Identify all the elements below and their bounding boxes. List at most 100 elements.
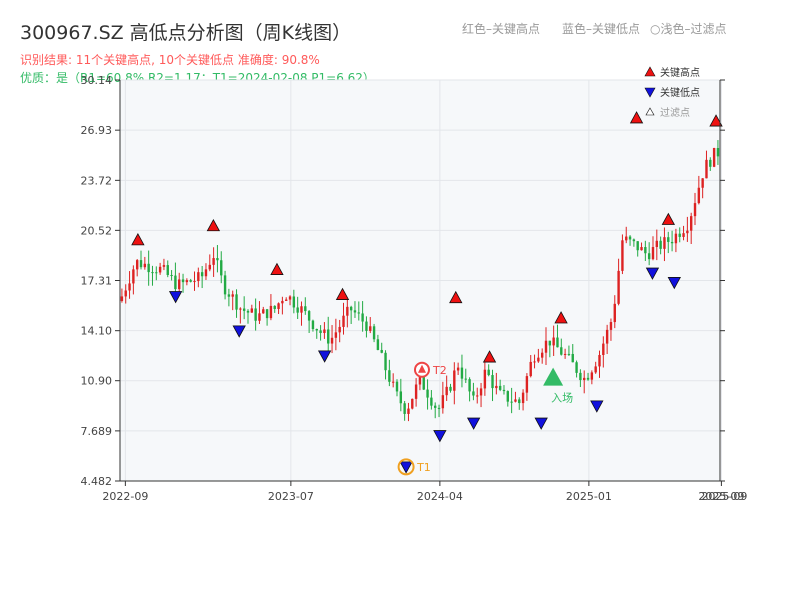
candle-body <box>445 386 448 396</box>
t2-arrow <box>417 364 426 373</box>
candle-body <box>376 339 380 350</box>
candle-body <box>437 407 441 409</box>
header-legend-red: 红色–关键高点 <box>462 22 541 36</box>
candle-body <box>617 270 620 304</box>
key-low-marker <box>466 417 481 430</box>
chart-title: 300967.SZ 高低点分析图（周K线图） <box>20 22 352 44</box>
key-high-marker <box>554 311 568 324</box>
markers: T1 T2 入场 <box>131 111 723 476</box>
candle-body <box>418 373 422 385</box>
candle-body <box>414 384 418 399</box>
candle-body <box>701 178 704 188</box>
candle-body <box>411 398 414 409</box>
candle-body <box>185 280 189 283</box>
candle-body <box>586 377 590 380</box>
key-high-marker <box>335 287 350 300</box>
candle-body <box>200 272 204 277</box>
candle-body <box>422 373 425 390</box>
y-tick-label: 10.90 <box>81 375 113 388</box>
legend-label: 关键高点 <box>660 66 700 79</box>
candle-body <box>502 389 506 392</box>
key-low-marker <box>645 267 660 280</box>
candle-body <box>139 260 143 268</box>
candle-body <box>464 378 467 380</box>
candle-body <box>323 329 326 334</box>
candle-body <box>181 279 185 283</box>
key-high-marker <box>449 290 463 304</box>
candle-body <box>174 275 177 290</box>
key-low-marker <box>168 291 183 304</box>
candle-body <box>678 233 681 237</box>
t1-ring <box>397 458 415 476</box>
candle-body <box>533 361 536 363</box>
candle-body <box>609 322 613 330</box>
y-tick-label: 23.72 <box>81 174 113 187</box>
candle-body <box>155 272 158 274</box>
candle-body <box>674 233 678 244</box>
x-tick-label: 2022-09 <box>102 490 148 503</box>
candle-body <box>132 269 135 284</box>
t1-label: T1 <box>416 461 431 474</box>
key-high-marker <box>709 114 723 127</box>
x-tick-label-overlap: 2025-09 <box>701 490 747 503</box>
candle-body <box>265 309 269 319</box>
candle-body <box>212 258 215 265</box>
candle-body <box>590 372 594 380</box>
candle-body <box>395 381 399 392</box>
candle-body <box>120 296 124 301</box>
candle-body <box>193 281 196 283</box>
candle-body <box>380 349 383 353</box>
candle-body <box>621 240 624 271</box>
candle-body <box>667 237 670 242</box>
candle-body <box>384 352 387 371</box>
candle-body <box>319 330 322 334</box>
y-tick-label: 20.52 <box>81 224 113 237</box>
candle-body <box>235 294 238 310</box>
candle-body <box>670 241 674 244</box>
candle-body <box>239 308 242 310</box>
candle-body <box>632 239 636 242</box>
key-high-marker <box>482 350 497 363</box>
candle-body <box>391 381 395 383</box>
candle-body <box>537 357 540 362</box>
x-tick-label: 2025-01 <box>566 490 612 503</box>
candle-body <box>697 187 701 204</box>
t2-label: T2 <box>432 364 447 377</box>
legend-marker-low <box>644 87 656 98</box>
candle-body <box>407 408 410 414</box>
x-tick-label: 2024-04 <box>417 490 463 503</box>
candle-body <box>529 361 532 377</box>
candle-body <box>197 272 200 282</box>
candles <box>120 140 720 422</box>
candle-body <box>518 399 521 404</box>
y-tick-label: 17.31 <box>81 275 113 288</box>
candle-body <box>575 362 578 373</box>
candle-body <box>602 343 605 355</box>
key-high-marker <box>131 233 145 246</box>
candle-body <box>663 237 666 249</box>
key-low-marker <box>232 325 246 338</box>
candle-body <box>426 389 429 398</box>
candle-body <box>689 216 693 231</box>
candle-body <box>644 247 647 254</box>
candle-body <box>346 306 349 316</box>
candle-body <box>334 332 338 338</box>
candle-body <box>556 337 559 348</box>
candle-body <box>483 369 487 389</box>
candle-body <box>548 340 552 346</box>
key-low-marker <box>433 430 447 443</box>
candle-body <box>369 326 372 331</box>
candle-body <box>472 391 475 396</box>
candle-body <box>567 353 571 355</box>
candle-body <box>135 260 139 270</box>
key-high-marker <box>661 212 676 225</box>
candle-body <box>434 405 437 408</box>
candle-body <box>430 397 433 406</box>
candle-body <box>544 340 548 353</box>
candle-body <box>151 272 154 274</box>
y-tick-label: 14.10 <box>81 325 113 338</box>
legend-marker-filtered <box>645 107 655 116</box>
candle-body <box>625 236 628 241</box>
